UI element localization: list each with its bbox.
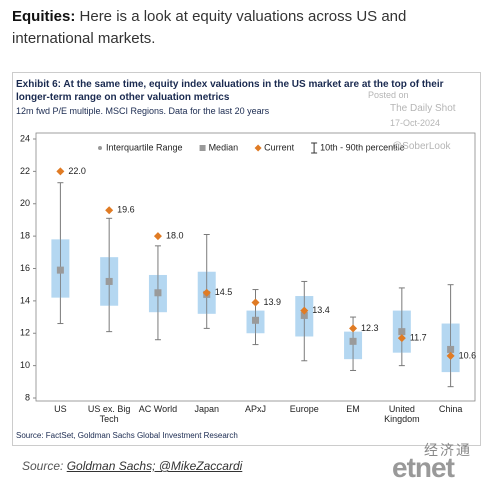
current xyxy=(56,167,65,176)
watermark: The Daily Shot xyxy=(390,103,456,114)
x-tick-label: US ex. Big Tech xyxy=(87,404,131,424)
current-label: 18.0 xyxy=(166,231,184,241)
median xyxy=(349,337,357,345)
median xyxy=(105,277,113,285)
caption-link[interactable]: Goldman Sachs; @MikeZaccardi xyxy=(66,459,243,473)
current xyxy=(251,298,260,307)
caption: Source: Goldman Sachs; @MikeZaccardi xyxy=(22,459,242,473)
current xyxy=(349,324,358,333)
y-tick-label: 12 xyxy=(20,328,30,338)
legend-marker xyxy=(98,146,102,150)
current-label: 19.6 xyxy=(117,205,135,215)
intro-lead: Equities: xyxy=(12,8,76,25)
current-label: 14.5 xyxy=(215,287,233,297)
median xyxy=(447,345,455,353)
x-tick-label: EM xyxy=(346,404,360,414)
current xyxy=(202,288,211,297)
legend-label: Interquartile Range xyxy=(106,142,183,152)
intro-text: Here is a look at equity valuations acro… xyxy=(12,8,407,47)
y-tick-label: 16 xyxy=(20,263,30,273)
legend-label: Median xyxy=(209,142,239,152)
current xyxy=(153,232,162,241)
current xyxy=(397,334,406,343)
legend-marker xyxy=(254,144,262,152)
current-label: 13.9 xyxy=(264,297,282,307)
current xyxy=(105,206,114,215)
logo-latin: etnet xyxy=(392,452,455,483)
y-tick-label: 24 xyxy=(20,133,30,143)
intro: Equities: Here is a look at equity valua… xyxy=(12,6,452,50)
median xyxy=(154,289,162,297)
y-tick-label: 8 xyxy=(25,392,30,402)
chart-frame xyxy=(12,72,481,446)
legend-label: 10th - 90th percentile xyxy=(320,142,405,152)
x-tick-label: Japan xyxy=(194,404,219,414)
chart-source: Source: FactSet, Goldman Sachs Global In… xyxy=(16,431,238,440)
median xyxy=(300,311,308,319)
chart-title: Exhibit 6: At the same time, equity inde… xyxy=(16,79,444,103)
median xyxy=(398,328,406,336)
legend-label: Current xyxy=(264,142,295,152)
y-tick-label: 22 xyxy=(20,166,30,176)
plot-area xyxy=(35,132,476,402)
x-tick-label: United Kingdom xyxy=(384,404,420,424)
x-tick-label: AC World xyxy=(138,404,178,414)
caption-label: Source: xyxy=(22,459,64,473)
current-label: 22.0 xyxy=(68,166,86,176)
chart-subtitle: 12m fwd P/E multiple. MSCI Regions. Data… xyxy=(16,106,270,116)
median xyxy=(252,316,259,324)
watermark: 17-Oct-2024 xyxy=(390,118,441,128)
y-tick-label: 18 xyxy=(20,231,30,241)
current-label: 11.7 xyxy=(410,332,427,342)
current-label: 10.6 xyxy=(459,350,477,360)
logo-chinese: 经济通 xyxy=(424,442,472,458)
y-tick-label: 20 xyxy=(20,198,30,208)
x-tick-label: Europe xyxy=(289,404,319,414)
current-label: 12.3 xyxy=(361,323,379,333)
legend-marker xyxy=(199,145,206,151)
x-tick-label: China xyxy=(438,404,463,414)
watermark: @SoberLook xyxy=(392,141,451,152)
x-tick-label: APxJ xyxy=(244,404,266,414)
current-label: 13.4 xyxy=(312,305,330,315)
median xyxy=(56,266,64,274)
current xyxy=(446,351,455,360)
y-tick-label: 10 xyxy=(20,360,30,370)
watermark: Posted on xyxy=(368,90,409,100)
current xyxy=(300,306,309,315)
y-tick-label: 14 xyxy=(20,295,30,305)
x-tick-label: US xyxy=(54,404,67,414)
